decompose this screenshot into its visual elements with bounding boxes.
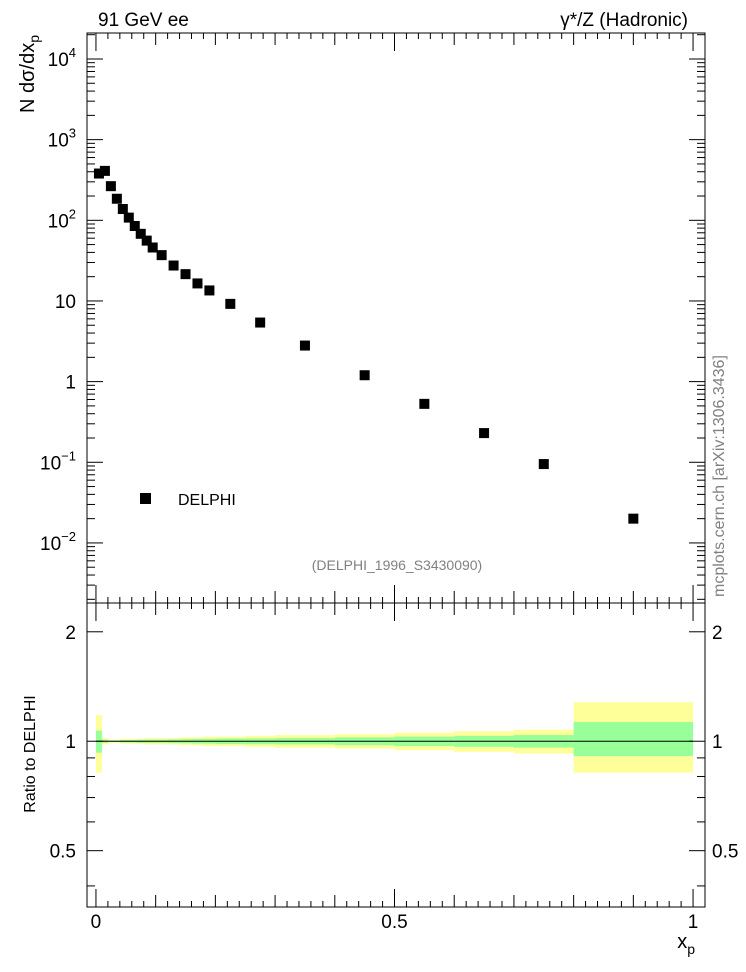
data-point [299,340,310,351]
data-point [192,278,203,289]
data-point [141,235,152,246]
ratio-y-tick-label: 0.5 [50,842,76,863]
ratio-y-tick-label-right: 2 [712,623,723,644]
legend: DELPHI [140,492,236,509]
main-ylabel: N dσ/dxp [17,35,42,113]
data-point [156,250,167,261]
data-point [105,181,116,192]
header-left: 91 GeV ee [98,10,189,31]
legend-label-delphi: DELPHI [178,492,236,509]
ratio-y-tick-label: 2 [65,623,76,644]
header-right: γ*/Z (Hadronic) [560,10,688,31]
ratio-panel: 0 0.5 1 2 2 1 1 0.5 0.5 [50,602,738,933]
y-tick-label: 10−2 [40,529,76,555]
data-point [204,285,215,296]
x-tick-label: 1 [688,912,699,933]
data-point [129,220,140,231]
ratio-xlabel: xp [677,931,695,957]
legend-marker [140,493,151,504]
data-point [93,168,104,179]
y-tick-label: 104 [48,45,76,71]
ratio-ylabel: Ratio to DELPHI [22,695,39,812]
x-tick-label: 0 [91,912,102,933]
data-point [111,193,122,204]
data-point [168,260,179,271]
data-point [135,228,146,239]
ratio-y-tick-label: 1 [65,732,76,753]
data-point [538,459,549,470]
data-point [117,204,128,215]
data-point [225,298,236,309]
x-tick-label: 0.5 [381,912,407,933]
data-point [180,269,191,280]
ratio-y-tick-label-right: 0.5 [712,842,738,863]
data-point [419,398,430,409]
ratio-y-tick-label-right: 1 [712,732,723,753]
y-tick-label: 1 [65,373,76,394]
ratio-band-inner [573,721,694,757]
data-point [255,317,266,328]
y-tick-label: 102 [48,206,76,232]
data-point [628,513,639,524]
data-point [147,242,158,253]
main-ylabel-sub: p [26,35,42,43]
main-frame [86,32,706,604]
data-point [359,370,370,381]
data-point [479,428,490,439]
y-tick-label: 103 [48,126,76,152]
main-ylabel-text: N dσ/dx [17,43,39,113]
ratio-frame [86,602,706,908]
y-tick-label: 10 [55,292,76,313]
data-point [123,212,134,223]
watermark: mcplots.cern.ch [arXiv:1306.3436] [711,355,728,597]
xlabel-sub: p [687,941,695,957]
y-tick-label: 10−1 [40,448,76,474]
data-point [99,165,110,176]
analysis-id: (DELPHI_1996_S3430090) [312,557,482,573]
xlabel-base: x [677,931,687,953]
